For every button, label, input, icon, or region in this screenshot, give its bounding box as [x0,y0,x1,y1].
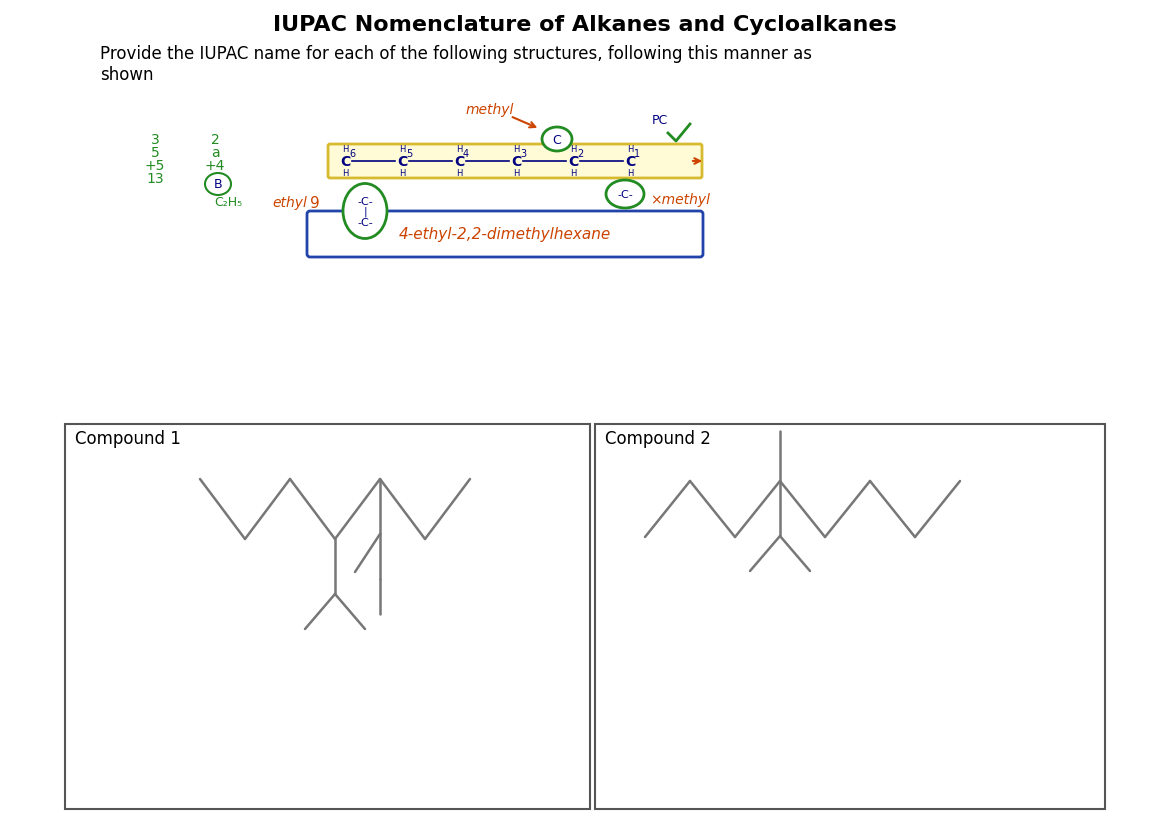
Text: C: C [625,155,635,169]
Text: 5: 5 [151,146,159,160]
Text: Provide the IUPAC name for each of the following structures, following this mann: Provide the IUPAC name for each of the f… [99,45,812,84]
Text: PC: PC [652,113,668,126]
Text: IUPAC Nomenclature of Alkanes and Cycloalkanes: IUPAC Nomenclature of Alkanes and Cycloa… [273,15,897,35]
Text: 2: 2 [211,133,220,147]
Text: C: C [339,155,350,169]
Text: H: H [342,144,349,153]
Text: B: B [214,179,222,192]
Text: C: C [454,155,464,169]
Text: H: H [512,144,519,153]
Text: H: H [512,170,519,179]
Text: ethyl: ethyl [273,196,308,210]
Text: a: a [211,146,219,160]
Text: H: H [456,170,462,179]
Text: H: H [570,170,576,179]
Text: -C-: -C- [357,197,373,206]
Text: 2: 2 [577,149,583,159]
FancyBboxPatch shape [328,145,702,179]
Text: 9: 9 [310,195,319,210]
Ellipse shape [542,128,572,152]
FancyBboxPatch shape [307,212,703,258]
Bar [66,424,590,809]
Text: C₂H₅: C₂H₅ [214,197,242,209]
Text: C: C [511,155,521,169]
Text: 1: 1 [634,149,640,159]
Text: Compound 1: Compound 1 [75,429,181,447]
Text: H: H [627,144,633,153]
Text: 3: 3 [151,133,159,147]
Text: C: C [552,133,562,147]
Text: methyl: methyl [466,103,514,117]
Text: 4: 4 [463,149,469,159]
Text: +4: +4 [205,159,225,173]
Text: 5: 5 [406,149,412,159]
Text: C: C [397,155,407,169]
Text: H: H [456,144,462,153]
Text: 6: 6 [349,149,355,159]
Text: 3: 3 [519,149,526,159]
Ellipse shape [343,184,387,239]
Ellipse shape [606,181,644,209]
Text: H: H [570,144,576,153]
Text: H: H [342,170,349,179]
Text: -C-: -C- [617,190,633,200]
Text: Compound 2: Compound 2 [605,429,711,447]
Bar [596,424,1104,809]
Ellipse shape [205,174,230,196]
Text: |: | [363,206,367,217]
Text: C: C [567,155,578,169]
Text: H: H [399,170,405,179]
Text: H: H [627,170,633,179]
Text: 4-ethyl-2,2-dimethylhexane: 4-ethyl-2,2-dimethylhexane [399,227,611,242]
Text: +5: +5 [145,159,165,173]
Text: -C-: -C- [357,218,373,228]
Text: H: H [399,144,405,153]
Text: ×methyl: ×methyl [651,192,710,206]
Text: 13: 13 [146,172,164,186]
